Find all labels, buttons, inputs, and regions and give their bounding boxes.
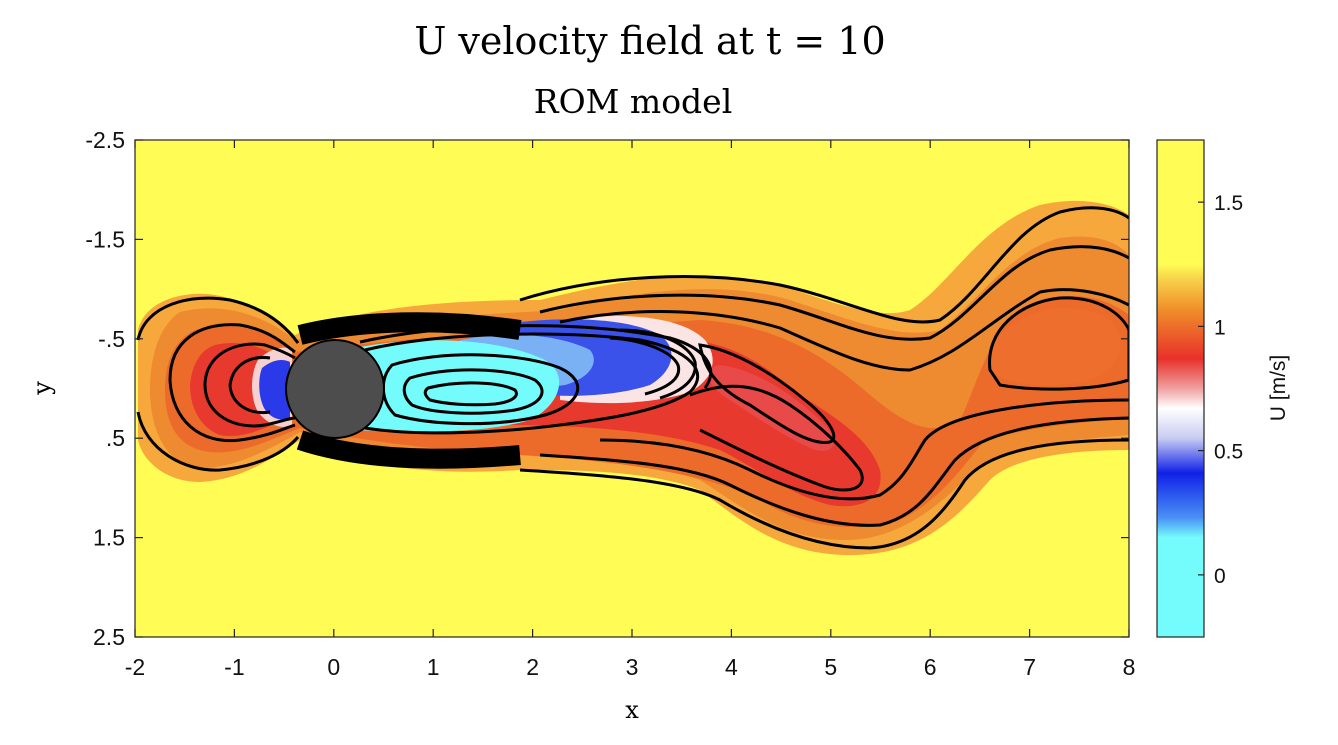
contour-line bbox=[539, 416, 1129, 527]
contour-line bbox=[559, 288, 1129, 372]
y-tick-label: -.5 bbox=[98, 326, 125, 352]
y-axis-label: y bbox=[28, 381, 56, 396]
contour-line bbox=[689, 384, 864, 492]
y-tick-label: -1.5 bbox=[85, 226, 125, 252]
colorbar-tick-label: 1 bbox=[1214, 316, 1226, 339]
contour-line bbox=[203, 342, 296, 386]
chart-title: U velocity field at t = 10 bbox=[414, 19, 885, 63]
contour-line bbox=[381, 353, 580, 426]
colorbar-tick-label: 0.5 bbox=[1214, 441, 1243, 464]
y-tick-label: 2.5 bbox=[93, 624, 125, 650]
x-tick-label: 3 bbox=[626, 654, 639, 680]
contour-line bbox=[609, 336, 681, 396]
chart-subtitle: ROM model bbox=[534, 82, 733, 121]
fill-cyan bbox=[355, 340, 560, 432]
plot-area bbox=[135, 140, 1129, 637]
contour-line bbox=[203, 384, 296, 428]
contour-line bbox=[619, 328, 697, 400]
contour-line bbox=[423, 381, 518, 407]
contour-band-lower bbox=[296, 430, 521, 469]
x-tick-label: -1 bbox=[224, 654, 244, 680]
x-tick-label: -2 bbox=[125, 654, 145, 680]
y-tick-label: .5 bbox=[106, 425, 125, 451]
x-tick-label: 2 bbox=[526, 654, 539, 680]
contour-line bbox=[364, 332, 700, 435]
contour-line bbox=[599, 398, 1129, 501]
contour-line bbox=[168, 323, 296, 381]
y-axis: -2.5 -1.5 -.5 .5 1.5 2.5 bbox=[85, 127, 1129, 650]
contour-line bbox=[519, 206, 1129, 324]
colorbar-tick-label: 0 bbox=[1214, 565, 1226, 588]
cylinder bbox=[285, 339, 385, 439]
x-axis: -2 -1 0 1 2 3 4 5 6 7 8 bbox=[125, 140, 1136, 680]
contour-line bbox=[402, 368, 544, 415]
x-tick-label: 5 bbox=[824, 654, 837, 680]
contour-line bbox=[698, 343, 836, 444]
colorbar-ticks: 0 0.5 1 1.5 bbox=[1198, 192, 1243, 588]
y-tick-label: -2.5 bbox=[85, 127, 125, 153]
y-tick-label: 1.5 bbox=[93, 525, 125, 551]
contour-line bbox=[988, 296, 1129, 391]
x-tick-label: 8 bbox=[1123, 654, 1136, 680]
x-tick-label: 0 bbox=[327, 654, 340, 680]
x-tick-label: 6 bbox=[924, 654, 937, 680]
contour-lines bbox=[136, 206, 1129, 550]
contour-line bbox=[228, 355, 271, 387]
contour-line bbox=[228, 385, 271, 415]
colorbar-label: U [m/s] bbox=[1267, 355, 1290, 422]
colorbar: 0 0.5 1 1.5 U [m/s] bbox=[1156, 139, 1290, 638]
contour-line bbox=[168, 379, 296, 443]
contour-line bbox=[136, 411, 300, 472]
contour-line bbox=[519, 438, 1129, 550]
contour-line bbox=[539, 245, 1129, 341]
x-axis-label: x bbox=[625, 696, 639, 724]
fill-orange-core bbox=[988, 308, 1121, 386]
fill-front-blue bbox=[259, 360, 290, 420]
colorbar-gradient bbox=[1156, 139, 1205, 638]
colorbar-tick-label: 1.5 bbox=[1214, 192, 1243, 215]
x-tick-label: 4 bbox=[725, 654, 738, 680]
x-tick-label: 1 bbox=[427, 654, 440, 680]
contour-line bbox=[136, 296, 300, 344]
x-tick-label: 7 bbox=[1023, 654, 1036, 680]
